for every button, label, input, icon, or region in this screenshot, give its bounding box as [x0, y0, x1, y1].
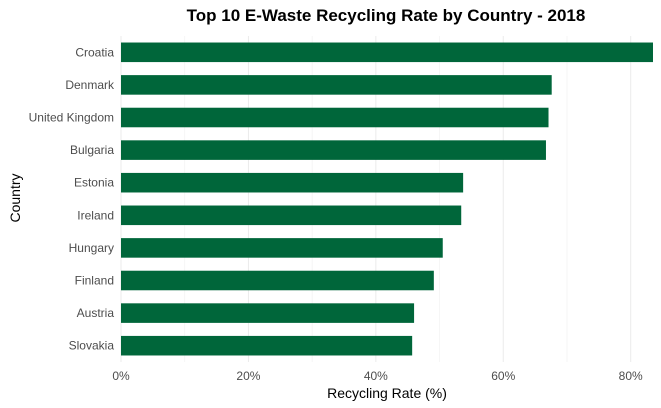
y-tick-label: Croatia — [75, 45, 114, 59]
y-tick-label: Finland — [75, 274, 114, 288]
bar — [121, 42, 653, 63]
bar — [121, 205, 462, 226]
y-tick-label: Austria — [77, 306, 115, 320]
chart-title: Top 10 E-Waste Recycling Rate by Country… — [187, 6, 586, 25]
x-tick-label: 20% — [236, 369, 260, 383]
y-tick-label: Denmark — [65, 78, 115, 92]
bar — [121, 335, 413, 356]
bar — [121, 238, 443, 258]
y-tick-label: Bulgaria — [70, 143, 114, 157]
x-tick-label: 80% — [619, 369, 643, 383]
x-tick-label: 40% — [364, 369, 388, 383]
y-axis-title: Country — [7, 173, 23, 222]
bar — [121, 75, 552, 95]
x-axis-title: Recycling Rate (%) — [327, 385, 447, 401]
y-tick-label: United Kingdom — [29, 111, 114, 125]
x-tick-label: 0% — [112, 369, 130, 383]
x-tick-label: 60% — [491, 369, 515, 383]
y-tick-label: Ireland — [77, 208, 114, 222]
bar — [121, 303, 415, 323]
y-tick-label: Hungary — [69, 241, 114, 255]
y-tick-labels: Croatia Denmark United Kingdom Bulgaria Esto… — [29, 45, 115, 352]
x-tick-labels: 0% 20% 40% 60% 80% — [112, 369, 643, 383]
bars — [121, 42, 653, 356]
bar — [121, 107, 549, 128]
bar — [121, 172, 464, 193]
y-tick-label: Estonia — [74, 176, 114, 190]
bar — [121, 270, 434, 291]
bar — [121, 140, 546, 160]
y-tick-label: Slovakia — [69, 339, 115, 353]
